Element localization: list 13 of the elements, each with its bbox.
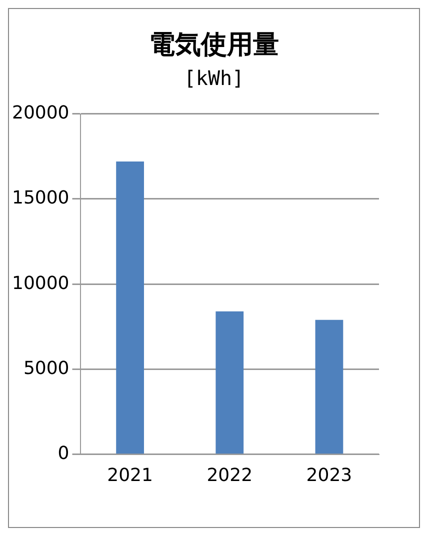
x-tick-label: 2021 <box>107 464 153 486</box>
bar <box>216 311 244 454</box>
chart-title: 電気使用量 <box>148 29 280 62</box>
y-tick-label: 15000 <box>12 188 70 209</box>
bar <box>315 320 344 454</box>
y-tick-label: 10000 <box>12 272 70 294</box>
x-tick-label: 2023 <box>306 464 352 486</box>
bar <box>116 161 144 454</box>
chart-subtitle: [kWh] <box>182 66 246 90</box>
y-tick-label: 5000 <box>23 358 70 379</box>
x-tick-label: 2022 <box>206 464 253 486</box>
y-tick-label: 0 <box>58 443 70 464</box>
y-tick-label: 20000 <box>12 102 70 124</box>
